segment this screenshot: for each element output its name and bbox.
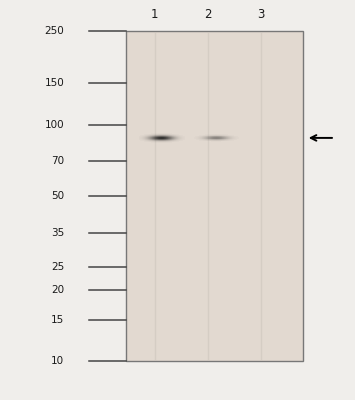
Text: 70: 70 — [51, 156, 64, 166]
Text: 3: 3 — [257, 8, 264, 21]
Text: 150: 150 — [45, 78, 64, 88]
Text: 15: 15 — [51, 315, 64, 325]
Text: 10: 10 — [51, 356, 64, 366]
Text: 50: 50 — [51, 191, 64, 201]
Text: 250: 250 — [45, 26, 64, 36]
Text: 2: 2 — [204, 8, 211, 21]
Text: 100: 100 — [45, 120, 64, 130]
Bar — [126, 30, 303, 362]
Text: 1: 1 — [151, 8, 158, 21]
Text: 20: 20 — [51, 285, 64, 295]
Text: 35: 35 — [51, 228, 64, 238]
Text: 25: 25 — [51, 262, 64, 272]
